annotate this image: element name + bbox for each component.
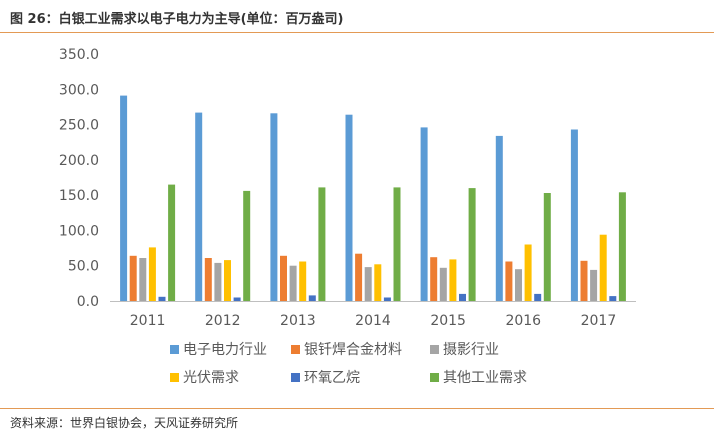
bar xyxy=(270,113,278,301)
bar xyxy=(439,267,447,301)
y-tick-label: 250.0 xyxy=(59,118,99,134)
bar xyxy=(374,264,382,301)
bar xyxy=(148,247,156,301)
bar xyxy=(618,192,626,301)
legend-label: 光伏需求 xyxy=(183,370,239,386)
legend-swatch xyxy=(291,373,300,382)
bar xyxy=(383,297,391,301)
bar xyxy=(158,296,166,301)
bar xyxy=(420,127,428,302)
legend-label: 其他工业需求 xyxy=(443,370,527,386)
bar xyxy=(515,269,522,301)
bar xyxy=(468,188,476,301)
figure-title: 图 26：白银工业需求以电子电力为主导(单位：百万盎司) xyxy=(10,12,344,27)
bar xyxy=(224,260,231,301)
x-tick-label: 2017 xyxy=(581,313,617,329)
bar xyxy=(243,190,251,301)
bar xyxy=(280,255,287,301)
legend-label: 摄影行业 xyxy=(443,342,499,358)
bar xyxy=(599,234,607,301)
bar xyxy=(214,262,222,301)
y-tick-label: 150.0 xyxy=(59,188,99,204)
bar xyxy=(495,135,503,301)
bar xyxy=(524,244,532,301)
bar xyxy=(233,297,241,301)
legend-swatch xyxy=(291,345,300,354)
y-tick-label: 350.0 xyxy=(59,47,99,63)
bar xyxy=(580,260,588,301)
bar xyxy=(459,293,466,301)
bar xyxy=(355,253,363,301)
source-note: 资料来源：世界白银协会，天风证券研究所 xyxy=(10,416,239,430)
legend-label: 电子电力行业 xyxy=(183,342,267,358)
legend-swatch xyxy=(430,373,439,382)
legend-swatch xyxy=(170,373,179,382)
bar xyxy=(195,112,203,301)
bar xyxy=(590,269,598,301)
x-tick-label: 2014 xyxy=(355,313,391,329)
source-divider xyxy=(0,408,714,409)
bar-chart: 0.0 50.0 100.0 150.0 200.0 250.0 300.0 350.0 201… xyxy=(59,47,636,386)
title-divider xyxy=(0,32,714,33)
legend-swatch xyxy=(170,345,179,354)
y-tick-label: 200.0 xyxy=(59,153,99,169)
y-tick-label: 100.0 xyxy=(59,223,99,239)
x-tick-label: 2011 xyxy=(130,313,166,329)
y-tick-label: 0.0 xyxy=(77,294,99,310)
bar xyxy=(570,129,578,301)
legend-label: 银钎焊合金材料 xyxy=(304,342,402,358)
bar xyxy=(543,193,551,301)
bar xyxy=(393,187,401,301)
legend-swatch xyxy=(430,345,439,354)
x-tick-label: 2015 xyxy=(430,313,466,329)
y-tick-label: 50.0 xyxy=(68,259,99,275)
bar xyxy=(308,295,316,301)
bar xyxy=(430,257,438,301)
bar xyxy=(299,261,307,301)
bar xyxy=(505,261,513,301)
x-tick-label: 2013 xyxy=(280,313,316,329)
bar xyxy=(129,255,137,301)
bar xyxy=(120,95,128,301)
legend-label: 环氧乙烷 xyxy=(304,370,360,386)
bar xyxy=(364,267,372,301)
bar xyxy=(318,187,326,301)
bar xyxy=(289,265,297,301)
bar xyxy=(449,259,457,301)
bar xyxy=(139,258,147,301)
bar xyxy=(345,114,353,301)
bar xyxy=(168,184,176,301)
x-tick-label: 2012 xyxy=(205,313,241,329)
x-tick-label: 2016 xyxy=(505,313,541,329)
y-tick-label: 300.0 xyxy=(59,82,99,98)
bar xyxy=(609,296,617,301)
bar xyxy=(204,258,212,301)
bar xyxy=(534,293,542,301)
